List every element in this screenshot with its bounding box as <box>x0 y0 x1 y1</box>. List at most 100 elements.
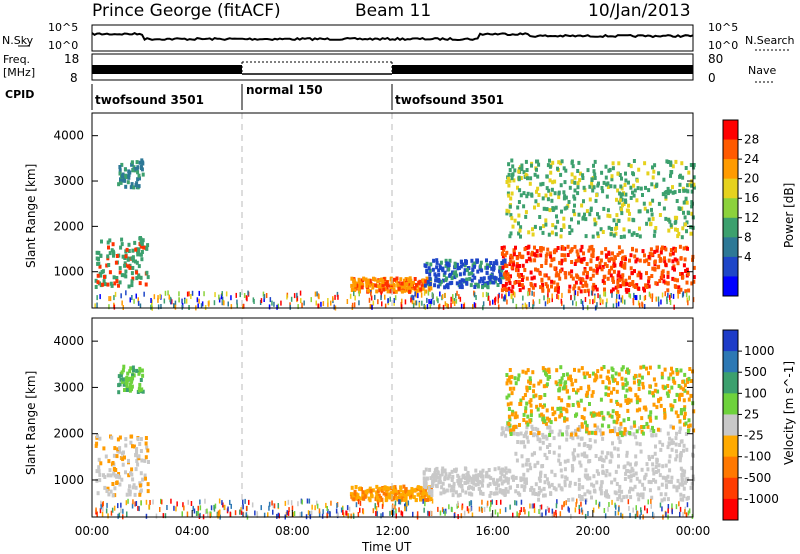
data-cell <box>651 198 655 203</box>
data-cell <box>618 250 622 255</box>
data-cell <box>590 495 593 500</box>
data-cell <box>458 284 462 289</box>
data-cell <box>612 387 616 392</box>
ground-scatter-cell <box>575 301 577 307</box>
ground-scatter-cell <box>334 294 336 300</box>
data-cell <box>536 427 540 432</box>
data-cell <box>621 273 625 278</box>
data-cell <box>510 475 514 480</box>
ground-scatter-cell <box>157 297 159 303</box>
data-cell <box>533 205 536 210</box>
data-cell <box>618 493 622 498</box>
data-cell <box>592 268 596 273</box>
data-cell <box>458 483 462 488</box>
data-cell <box>660 482 664 487</box>
data-cell <box>597 471 600 476</box>
data-cell <box>573 244 577 249</box>
ground-scatter-cell <box>515 500 518 506</box>
data-cell <box>553 191 557 196</box>
data-cell <box>532 432 536 437</box>
data-cell <box>470 258 474 263</box>
data-cell <box>547 188 551 193</box>
data-cell <box>437 272 441 277</box>
data-cell <box>596 183 600 188</box>
ground-scatter-cell <box>372 508 375 514</box>
data-cell <box>392 283 396 288</box>
data-cell <box>412 280 415 285</box>
data-cell <box>444 258 448 263</box>
ground-scatter-cell <box>527 291 529 297</box>
data-cell <box>533 172 537 177</box>
data-cell <box>562 224 566 229</box>
data-cell <box>579 463 583 468</box>
ground-scatter-cell <box>624 299 626 305</box>
data-cell <box>616 188 620 193</box>
data-cell <box>434 478 438 483</box>
data-cell <box>593 176 597 180</box>
data-cell <box>481 474 485 479</box>
data-cell <box>636 492 640 497</box>
ground-scatter-cell <box>608 502 610 507</box>
ground-scatter-cell <box>428 511 430 517</box>
data-cell <box>517 231 521 236</box>
data-cell <box>628 431 632 435</box>
data-cell <box>523 393 527 397</box>
data-cell <box>529 413 533 418</box>
data-cell <box>555 214 558 219</box>
data-cell <box>669 170 673 174</box>
data-cell <box>526 439 530 444</box>
data-cell <box>642 486 646 491</box>
data-cell <box>520 273 523 277</box>
data-cell <box>592 169 596 174</box>
data-cell <box>556 166 559 171</box>
data-cell <box>594 198 598 203</box>
data-cell <box>435 258 439 263</box>
data-cell <box>546 163 550 168</box>
data-cell <box>141 477 145 482</box>
data-cell <box>535 249 539 254</box>
data-cell <box>133 240 137 245</box>
data-cell <box>599 258 603 263</box>
data-cell <box>536 437 540 442</box>
data-cell <box>474 282 478 287</box>
data-cell <box>588 212 592 217</box>
y-tick-label: 1000 <box>53 265 84 279</box>
data-cell <box>672 246 676 251</box>
data-cell <box>591 248 595 253</box>
data-cell <box>521 278 524 282</box>
data-cell <box>607 257 611 262</box>
data-cell <box>502 245 506 250</box>
cpid-segment-2: normal 150 <box>246 83 323 97</box>
data-cell <box>592 163 595 168</box>
data-cell <box>501 254 505 259</box>
ground-scatter-cell <box>159 293 161 299</box>
data-cell <box>512 431 516 436</box>
data-cell <box>504 466 508 471</box>
data-cell <box>429 286 433 291</box>
data-cell <box>675 371 679 376</box>
data-cell <box>466 470 470 475</box>
data-cell <box>610 177 614 182</box>
ground-scatter-cell <box>235 292 237 298</box>
data-cell <box>474 468 478 473</box>
data-cell <box>401 284 405 289</box>
data-cell <box>424 498 427 502</box>
data-cell <box>654 479 658 484</box>
ground-scatter-cell <box>308 511 311 516</box>
data-cell <box>507 278 511 283</box>
data-cell <box>541 366 545 371</box>
data-cell <box>667 376 671 381</box>
ground-scatter-cell <box>399 499 401 505</box>
ground-scatter-cell <box>452 298 454 304</box>
ground-scatter-cell <box>621 513 624 519</box>
data-cell <box>482 276 486 281</box>
data-cell <box>649 221 653 226</box>
ground-scatter-cell <box>414 291 416 297</box>
data-cell <box>563 253 567 258</box>
data-cell <box>135 276 139 281</box>
ground-scatter-cell <box>628 505 630 511</box>
data-cell <box>371 283 375 287</box>
data-cell <box>541 196 545 201</box>
data-cell <box>580 203 584 208</box>
